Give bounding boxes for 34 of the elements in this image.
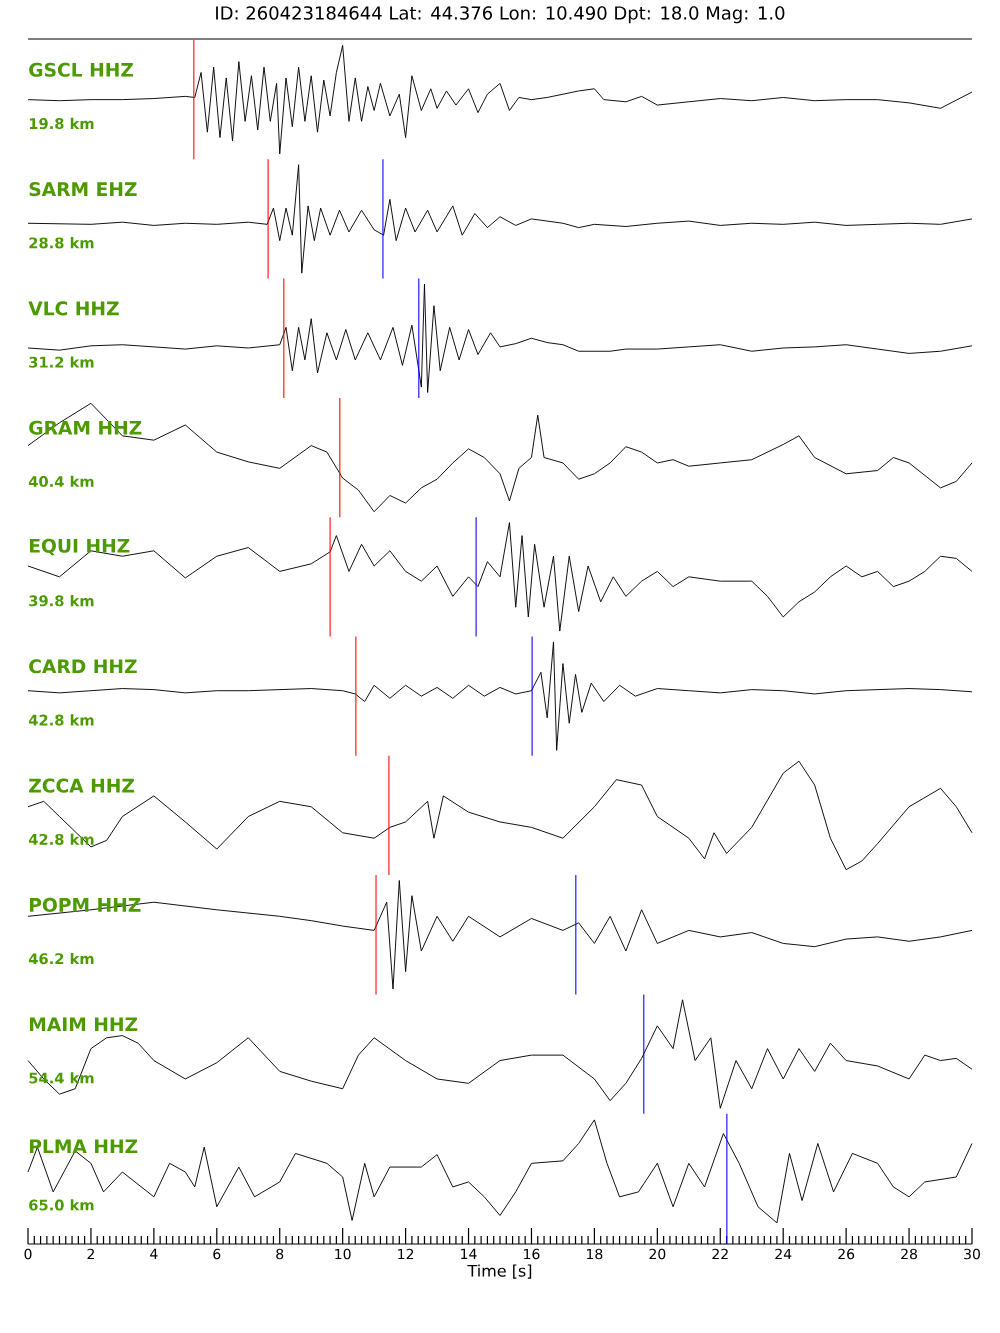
x-tick-label: 20 <box>649 1248 666 1260</box>
x-tick-label: 12 <box>398 1248 414 1260</box>
annotation: 39.8 km <box>29 595 94 607</box>
x-tick-label: 2 <box>87 1248 94 1260</box>
x-tick-label: 16 <box>524 1248 540 1260</box>
x-tick-label: 4 <box>150 1248 158 1259</box>
x-tick-label: 8 <box>276 1248 284 1260</box>
x-tick-label: 14 <box>461 1248 477 1259</box>
annotation: 28.8 km <box>29 237 94 249</box>
annotation: ZCCA HHZ <box>29 778 135 793</box>
x-tick-label: 26 <box>838 1248 855 1260</box>
x-tick-label: 28 <box>901 1248 918 1260</box>
annotation: GSCL HHZ <box>29 62 134 77</box>
x-tick-label: 22 <box>712 1248 728 1260</box>
annotation: 31.2 km <box>29 356 94 368</box>
annotation: PLMA HHZ <box>29 1139 138 1154</box>
annotation: VLC HHZ <box>28 301 119 316</box>
annotation: 42.8 km <box>28 714 94 726</box>
chart-title: ID: 260423184644 Lat: 44.376 Lon: 10.490 Dpt: 18.0 Mag: 1.0 <box>216 6 785 24</box>
x-axis-title: Time [s] <box>467 1264 532 1279</box>
x-tick-label: 18 <box>587 1248 603 1260</box>
annotation: SARM EHZ <box>29 182 137 197</box>
x-tick-label: 0 <box>24 1248 32 1260</box>
annotation: EQUI HHZ <box>29 538 130 556</box>
annotation: 65.0 km <box>29 1199 94 1211</box>
annotation: 19.8 km <box>29 117 94 130</box>
annotation: 40.4 km <box>28 475 94 488</box>
annotation: CARD HHZ <box>29 659 137 674</box>
x-tick-label: 30 <box>964 1248 980 1260</box>
x-tick-label: 10 <box>335 1248 351 1260</box>
x-tick-label: 24 <box>775 1248 792 1260</box>
annotation: 46.2 km <box>28 952 94 965</box>
x-tick-label: 6 <box>213 1248 221 1260</box>
annotation: MAIM HHZ <box>29 1017 138 1032</box>
